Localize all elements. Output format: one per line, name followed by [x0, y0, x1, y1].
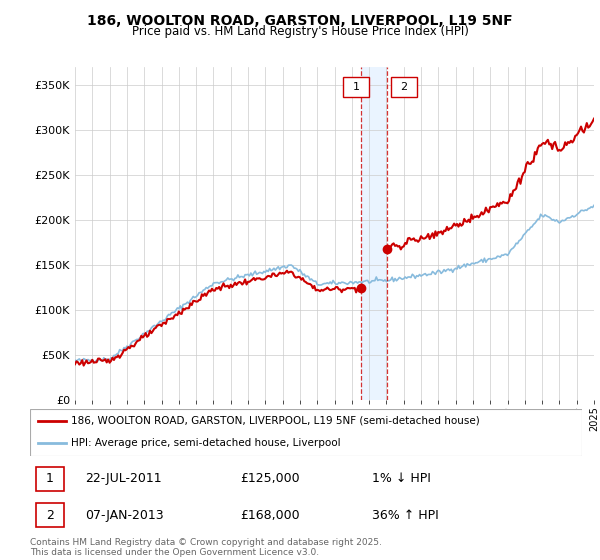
Bar [361, 67, 387, 400]
Text: 22-JUL-2011: 22-JUL-2011 [85, 472, 162, 486]
Text: 1: 1 [352, 82, 359, 92]
Text: £125,000: £125,000 [240, 472, 299, 486]
FancyBboxPatch shape [391, 77, 417, 97]
FancyBboxPatch shape [343, 77, 369, 97]
Text: 2: 2 [400, 82, 407, 92]
Text: HPI: Average price, semi-detached house, Liverpool: HPI: Average price, semi-detached house,… [71, 438, 341, 448]
Text: 186, WOOLTON ROAD, GARSTON, LIVERPOOL, L19 5NF: 186, WOOLTON ROAD, GARSTON, LIVERPOOL, L… [87, 14, 513, 28]
Text: Contains HM Land Registry data © Crown copyright and database right 2025.
This d: Contains HM Land Registry data © Crown c… [30, 538, 382, 557]
FancyBboxPatch shape [35, 466, 64, 491]
Text: 07-JAN-2013: 07-JAN-2013 [85, 508, 164, 522]
FancyBboxPatch shape [35, 503, 64, 528]
Text: 186, WOOLTON ROAD, GARSTON, LIVERPOOL, L19 5NF (semi-detached house): 186, WOOLTON ROAD, GARSTON, LIVERPOOL, L… [71, 416, 480, 426]
FancyBboxPatch shape [30, 409, 582, 456]
Text: £168,000: £168,000 [240, 508, 299, 522]
Text: 36% ↑ HPI: 36% ↑ HPI [372, 508, 439, 522]
Text: 1: 1 [46, 472, 54, 486]
Text: 1% ↓ HPI: 1% ↓ HPI [372, 472, 431, 486]
Text: Price paid vs. HM Land Registry's House Price Index (HPI): Price paid vs. HM Land Registry's House … [131, 25, 469, 38]
Text: 2: 2 [46, 508, 54, 522]
